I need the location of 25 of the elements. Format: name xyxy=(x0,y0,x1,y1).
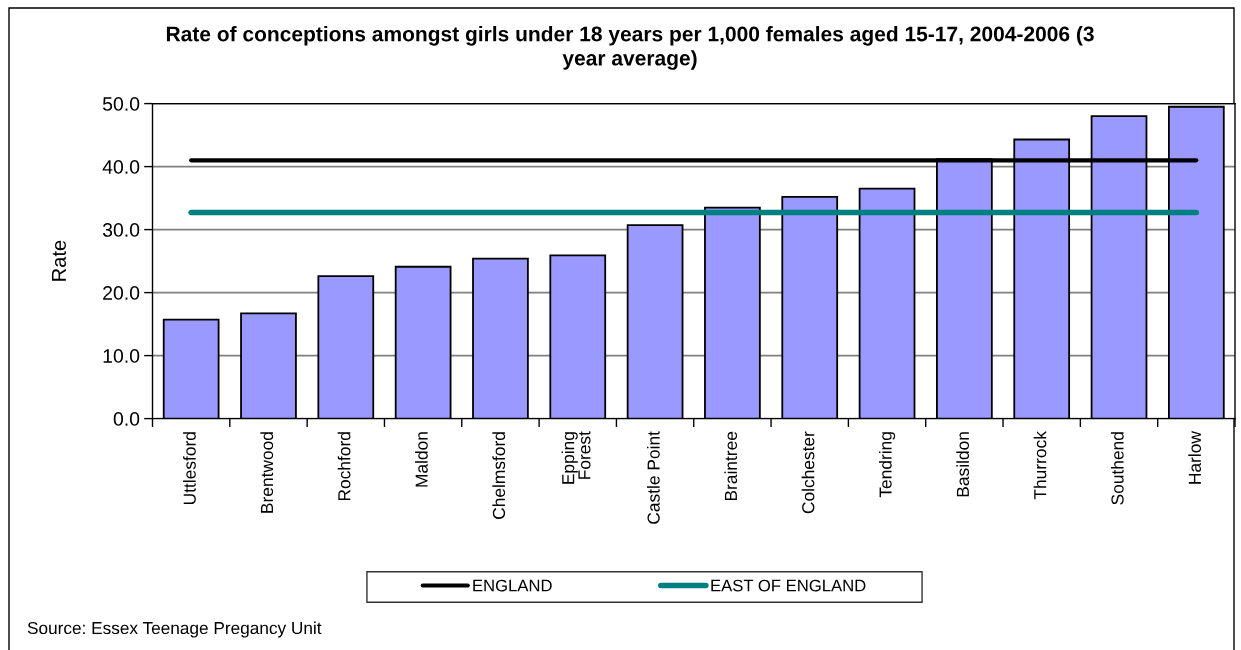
x-tick-label: Thurrock xyxy=(1033,431,1047,500)
x-tick-label: Harlow xyxy=(1188,431,1201,484)
x-tick-label: Basildon xyxy=(956,432,970,497)
x-tick-label: Colchester xyxy=(801,431,815,514)
x-tick-label: Braintree xyxy=(724,431,738,501)
source-note: Source: Essex Teenage Pregancy Unit xyxy=(27,621,322,638)
y-tick-label: 30.0 xyxy=(102,223,140,237)
x-tick-label: Epping Forest xyxy=(561,431,591,484)
x-tick-label: Maldon xyxy=(415,432,428,487)
legend-label: EAST OF ENGLAND xyxy=(711,579,866,592)
x-tick-label: Brentwood xyxy=(260,432,274,513)
y-tick-label: 40.0 xyxy=(102,160,140,174)
x-tick-label: Tendring xyxy=(878,432,896,498)
y-tick-label: 10.0 xyxy=(103,349,140,363)
x-tick-label: Chelmsford xyxy=(492,432,506,519)
x-tick-label: Uttlesford xyxy=(183,432,196,505)
y-tick-label: 50.0 xyxy=(102,97,140,111)
y-axis-title: Rate xyxy=(51,240,67,281)
x-tick-label: Southend xyxy=(1110,432,1124,505)
y-tick-label: 20.0 xyxy=(103,286,140,300)
y-tick-label: 0.0 xyxy=(113,412,140,426)
legend-label: ENGLAND xyxy=(473,579,552,592)
chart-title: Rate of conceptions amongst girls under 18 years per 1,000 females aged 15-17, 2004-2006 (3 year average) xyxy=(166,26,1094,70)
x-tick-label: Rochford xyxy=(337,432,351,501)
x-tick-label: Castle Point xyxy=(647,431,660,524)
